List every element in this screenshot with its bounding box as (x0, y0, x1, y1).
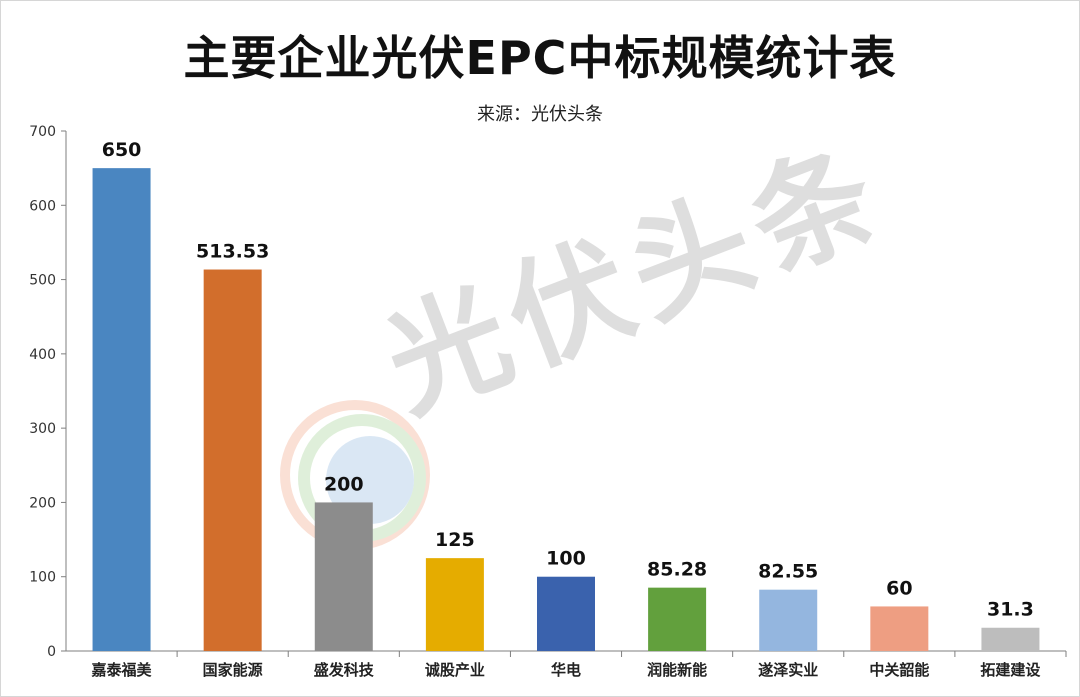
x-tick-label: 华电 (551, 661, 581, 679)
x-tick-label: 拓建建设 (980, 661, 1040, 679)
data-label: 100 (546, 548, 586, 570)
chart-subtitle: 来源：光伏头条 (477, 104, 603, 125)
bar (314, 502, 373, 651)
x-tick-label: 嘉泰福美 (91, 661, 153, 679)
data-label: 513.53 (196, 241, 269, 263)
data-label: 60 (886, 577, 912, 599)
bar (203, 269, 262, 651)
bar (870, 606, 929, 651)
data-label: 85.28 (647, 559, 707, 581)
y-tick-label: 0 (47, 644, 56, 660)
x-tick-label: 盛发科技 (314, 661, 375, 679)
y-tick-label: 300 (29, 421, 56, 437)
bar (425, 558, 484, 651)
bar (92, 168, 151, 651)
data-label: 650 (102, 139, 142, 161)
y-tick-label: 400 (29, 347, 56, 363)
data-label: 31.3 (987, 599, 1034, 621)
x-tick-label: 诚股产业 (425, 661, 485, 679)
y-tick-label: 500 (29, 273, 56, 289)
bar (981, 627, 1040, 651)
bar (537, 576, 595, 651)
chart-title: 主要企业光伏EPC中标规模统计表 (183, 31, 897, 85)
x-tick-label: 润能新能 (647, 661, 707, 679)
x-tick-label: 国家能源 (203, 661, 263, 679)
data-label: 200 (324, 473, 364, 495)
y-tick-label: 700 (29, 124, 56, 140)
y-tick-label: 200 (29, 495, 56, 511)
bar (648, 587, 707, 651)
data-label: 125 (435, 529, 475, 551)
x-tick-label: 中关韶能 (869, 661, 929, 679)
data-label: 82.55 (758, 561, 818, 583)
y-tick-label: 100 (29, 570, 56, 586)
bar (759, 589, 818, 651)
y-tick-label: 600 (29, 198, 56, 214)
x-tick-label: 遂泽实业 (758, 661, 818, 679)
